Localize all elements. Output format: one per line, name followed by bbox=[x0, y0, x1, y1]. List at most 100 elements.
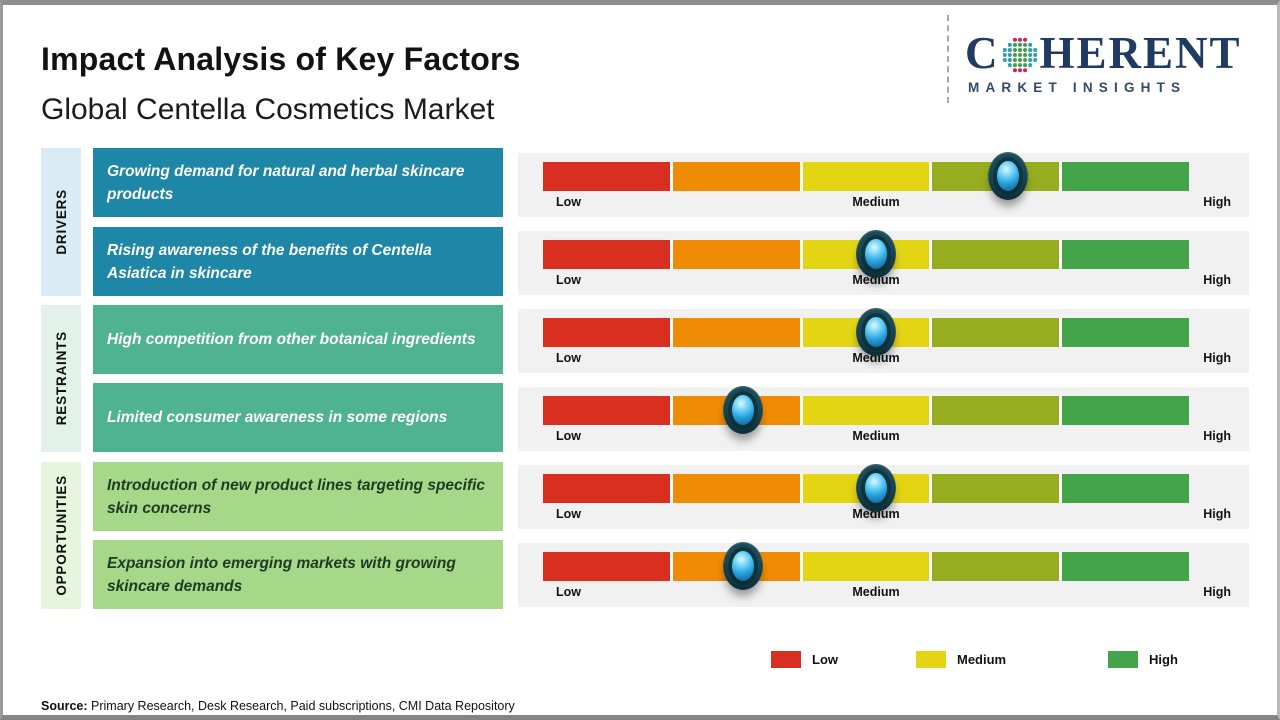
page-subtitle: Global Centella Cosmetics Market bbox=[41, 93, 495, 126]
scale-label-medium: Medium bbox=[852, 429, 900, 443]
legend-swatch-medium bbox=[916, 651, 946, 668]
impact-meter: Low Medium High bbox=[518, 542, 1249, 607]
bar-segment bbox=[672, 240, 800, 269]
category-label: DRIVERS bbox=[53, 189, 69, 255]
factor-card: Growing demand for natural and herbal sk… bbox=[93, 148, 503, 217]
bar-segment bbox=[1062, 396, 1189, 425]
impact-knob bbox=[988, 152, 1029, 200]
impact-track bbox=[543, 464, 1189, 512]
impact-track bbox=[543, 542, 1189, 590]
bar-segment bbox=[672, 474, 800, 503]
bar-segment bbox=[672, 162, 800, 191]
page-title: Impact Analysis of Key Factors bbox=[41, 41, 521, 77]
bar-segment bbox=[932, 240, 1060, 269]
impact-track bbox=[543, 152, 1189, 200]
bar-segment bbox=[932, 474, 1060, 503]
logo-wordmark-rest: HERENT bbox=[1039, 28, 1242, 78]
scale-label-high: High bbox=[1203, 195, 1231, 209]
legend-label: Low bbox=[812, 652, 838, 667]
factor-card: Expansion into emerging markets with gro… bbox=[93, 540, 503, 609]
bar-segment bbox=[1062, 552, 1189, 581]
impact-meter: Low Medium High bbox=[518, 386, 1249, 451]
category-rail-opportunities: OPPORTUNITIES bbox=[41, 462, 81, 609]
legend-item-low: Low bbox=[771, 651, 838, 668]
scale-label-low: Low bbox=[556, 585, 581, 599]
logo-divider bbox=[947, 15, 949, 103]
category-label: RESTRAINTS bbox=[53, 331, 69, 426]
factor-text: Growing demand for natural and herbal sk… bbox=[107, 162, 465, 203]
category-rail-drivers: DRIVERS bbox=[41, 148, 81, 296]
legend-swatch-high bbox=[1108, 651, 1138, 668]
company-logo: C bbox=[965, 31, 1265, 96]
impact-track bbox=[543, 230, 1189, 278]
bar-segment bbox=[543, 474, 670, 503]
bar-segment bbox=[543, 318, 670, 347]
scale-label-high: High bbox=[1203, 429, 1231, 443]
scale-label-medium: Medium bbox=[852, 585, 900, 599]
scale-label-low: Low bbox=[556, 351, 581, 365]
category-label: OPPORTUNITIES bbox=[53, 475, 69, 596]
bar-segment bbox=[932, 318, 1060, 347]
bar-segment bbox=[672, 318, 800, 347]
legend-item-medium: Medium bbox=[916, 651, 1006, 668]
bar-segment bbox=[932, 396, 1060, 425]
impact-meter: Low Medium High bbox=[518, 308, 1249, 373]
scale-label-medium: Medium bbox=[852, 351, 900, 365]
scale-label-low: Low bbox=[556, 507, 581, 521]
impact-meter: Low Medium High bbox=[518, 152, 1249, 217]
bar-segment bbox=[802, 396, 930, 425]
bar-segment bbox=[1062, 162, 1189, 191]
factor-text: Expansion into emerging markets with gro… bbox=[107, 554, 456, 595]
scale-label-low: Low bbox=[556, 273, 581, 287]
bar-segment bbox=[1062, 318, 1189, 347]
factor-card: High competition from other botanical in… bbox=[93, 305, 503, 374]
logo-wordmark: C bbox=[965, 31, 1265, 76]
impact-knob bbox=[855, 464, 896, 512]
factor-card: Rising awareness of the benefits of Cent… bbox=[93, 227, 503, 296]
impact-knob bbox=[855, 230, 896, 278]
bar-segment bbox=[802, 552, 930, 581]
bar-segment bbox=[543, 162, 670, 191]
bar-segment bbox=[543, 552, 670, 581]
source-text: Primary Research, Desk Research, Paid su… bbox=[91, 699, 515, 713]
scale-label-high: High bbox=[1203, 273, 1231, 287]
category-rail-restraints: RESTRAINTS bbox=[41, 305, 81, 452]
impact-meter: Low Medium High bbox=[518, 464, 1249, 529]
factor-card: Introduction of new product lines target… bbox=[93, 462, 503, 531]
scale-label-low: Low bbox=[556, 195, 581, 209]
source-label: Source: bbox=[41, 699, 88, 713]
impact-meter: Low Medium High bbox=[518, 230, 1249, 295]
factor-text: Introduction of new product lines target… bbox=[107, 476, 486, 517]
scale-label-medium: Medium bbox=[852, 507, 900, 521]
bar-segment bbox=[802, 162, 930, 191]
impact-track bbox=[543, 386, 1189, 434]
bar-segment bbox=[1062, 474, 1189, 503]
logo-tagline: MARKET INSIGHTS bbox=[968, 80, 1187, 95]
bar-segment bbox=[543, 396, 670, 425]
factor-text: Rising awareness of the benefits of Cent… bbox=[107, 241, 432, 282]
scale-label-low: Low bbox=[556, 429, 581, 443]
legend-swatch-low bbox=[771, 651, 801, 668]
scale-label-medium: Medium bbox=[852, 195, 900, 209]
impact-knob bbox=[855, 308, 896, 356]
legend-label: Medium bbox=[957, 652, 1007, 667]
legend-label: High bbox=[1149, 652, 1178, 667]
logo-letter-c: C bbox=[965, 28, 1000, 78]
legend-item-high: High bbox=[1108, 651, 1178, 668]
impact-track bbox=[543, 308, 1189, 356]
impact-knob bbox=[723, 542, 764, 590]
source-note: Source: Primary Research, Desk Research,… bbox=[41, 699, 515, 713]
bar-segment bbox=[932, 552, 1060, 581]
dot-globe-icon bbox=[1002, 37, 1037, 72]
bar-segment bbox=[543, 240, 670, 269]
factor-card: Limited consumer awareness in some regio… bbox=[93, 383, 503, 452]
impact-knob bbox=[723, 386, 764, 434]
factor-text: Limited consumer awareness in some regio… bbox=[107, 409, 448, 426]
factor-text: High competition from other botanical in… bbox=[107, 331, 476, 348]
bar-segment bbox=[1062, 240, 1189, 269]
scale-label-high: High bbox=[1203, 585, 1231, 599]
scale-label-medium: Medium bbox=[852, 273, 900, 287]
scale-label-high: High bbox=[1203, 507, 1231, 521]
scale-label-high: High bbox=[1203, 351, 1231, 365]
